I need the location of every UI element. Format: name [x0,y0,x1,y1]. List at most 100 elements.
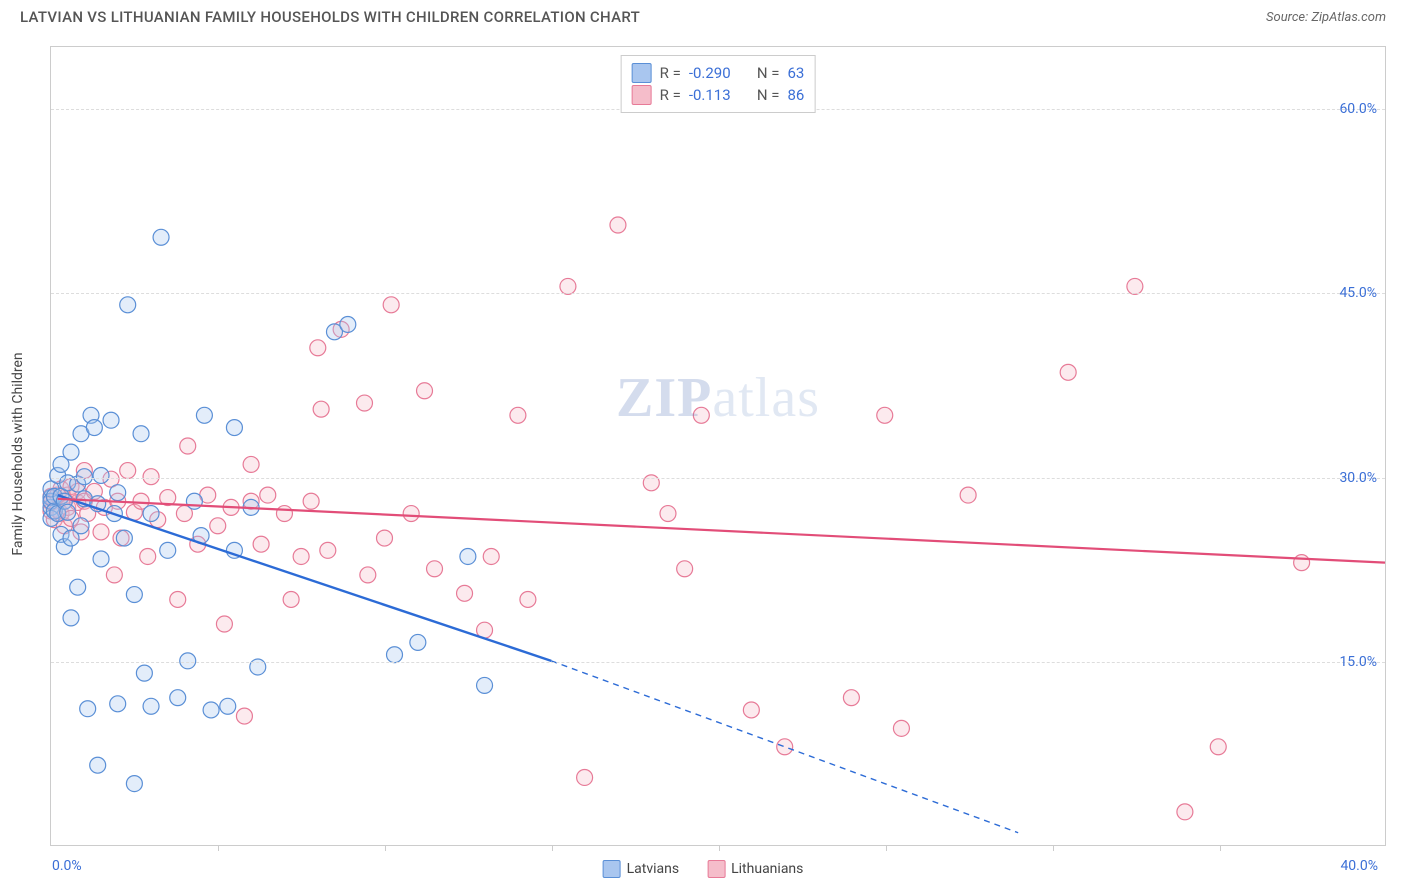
scatter-point [133,426,149,442]
scatter-point [320,542,336,558]
scatter-point [86,420,102,436]
scatter-point [203,702,219,718]
scatter-point [116,530,132,546]
scatter-point [220,698,236,714]
scatter-point [210,518,226,534]
scatter-point [103,412,119,428]
scatter-point [243,456,259,472]
y-axis-label: Family Households with Children [10,352,26,555]
source-attribution: Source: ZipAtlas.com [1266,10,1386,25]
scatter-point [577,769,593,785]
scatter-point [313,401,329,417]
scatter-point [877,407,893,423]
scatter-point [1127,278,1143,294]
scatter-point [460,549,476,565]
scatter-point [106,567,122,583]
scatter-point [743,702,759,718]
scatter-point [63,444,79,460]
stats-legend-box: R =-0.290N =63R =-0.113N =86 [621,55,816,113]
scatter-point [660,506,676,522]
x-tick [1053,845,1054,851]
scatter-point [403,506,419,522]
scatter-point [387,647,403,663]
scatter-point [477,677,493,693]
legend-swatch [632,63,652,83]
scatter-point [1060,364,1076,380]
scatter-point [60,504,76,520]
gridline [51,662,1385,663]
scatter-point [383,297,399,313]
scatter-point [136,665,152,681]
scatter-point [357,395,373,411]
scatter-svg [51,47,1385,845]
scatter-point [360,567,376,583]
scatter-point [120,297,136,313]
chart-title: LATVIAN VS LITHUANIAN FAMILY HOUSEHOLDS … [20,8,640,26]
legend-item: Latvians [603,860,680,878]
bottom-legend: Latvians Lithuanians [603,860,804,878]
regression-line [58,499,1385,563]
x-tick [1220,845,1221,851]
scatter-point [1210,739,1226,755]
legend-swatch [632,85,652,105]
scatter-point [140,549,156,565]
scatter-point [303,493,319,509]
y-tick-label: 45.0% [1339,285,1377,301]
scatter-point [186,493,202,509]
legend-label: Latvians [627,861,680,877]
scatter-point [120,463,136,479]
gridline [51,478,1385,479]
scatter-point [693,407,709,423]
x-tick [385,845,386,851]
scatter-point [427,561,443,577]
scatter-point [340,316,356,332]
scatter-point [160,542,176,558]
scatter-point [70,579,86,595]
x-tick [719,845,720,851]
legend-item: Lithuanians [707,860,803,878]
scatter-point [143,506,159,522]
y-tick-label: 30.0% [1339,470,1377,486]
scatter-point [196,407,212,423]
x-axis-max-label: 40.0% [1340,858,1378,874]
scatter-point [410,634,426,650]
scatter-point [126,587,142,603]
scatter-point [377,530,393,546]
scatter-point [180,438,196,454]
x-tick [886,845,887,851]
scatter-point [293,549,309,565]
scatter-point [310,340,326,356]
scatter-point [180,653,196,669]
scatter-point [417,383,433,399]
scatter-point [560,278,576,294]
y-tick-label: 60.0% [1339,101,1377,117]
scatter-point [960,487,976,503]
x-tick [218,845,219,851]
legend-swatch [603,860,621,878]
scatter-point [510,407,526,423]
scatter-point [93,551,109,567]
legend-label: Lithuanians [731,861,803,877]
scatter-point [893,720,909,736]
scatter-point [777,739,793,755]
scatter-point [93,524,109,540]
scatter-point [73,518,89,534]
scatter-point [677,561,693,577]
scatter-point [226,420,242,436]
scatter-point [170,591,186,607]
scatter-point [483,549,499,565]
scatter-point [236,708,252,724]
gridline [51,293,1385,294]
scatter-point [276,506,292,522]
scatter-point [63,610,79,626]
chart-plot-area: ZIPatlas R =-0.290N =63R =-0.113N =86 15… [50,46,1386,846]
scatter-point [110,485,126,501]
scatter-point [283,591,299,607]
scatter-point [110,696,126,712]
x-axis-origin-label: 0.0% [52,858,82,874]
scatter-point [457,585,473,601]
x-tick [552,845,553,851]
scatter-point [76,469,92,485]
scatter-point [253,536,269,552]
legend-swatch [707,860,725,878]
